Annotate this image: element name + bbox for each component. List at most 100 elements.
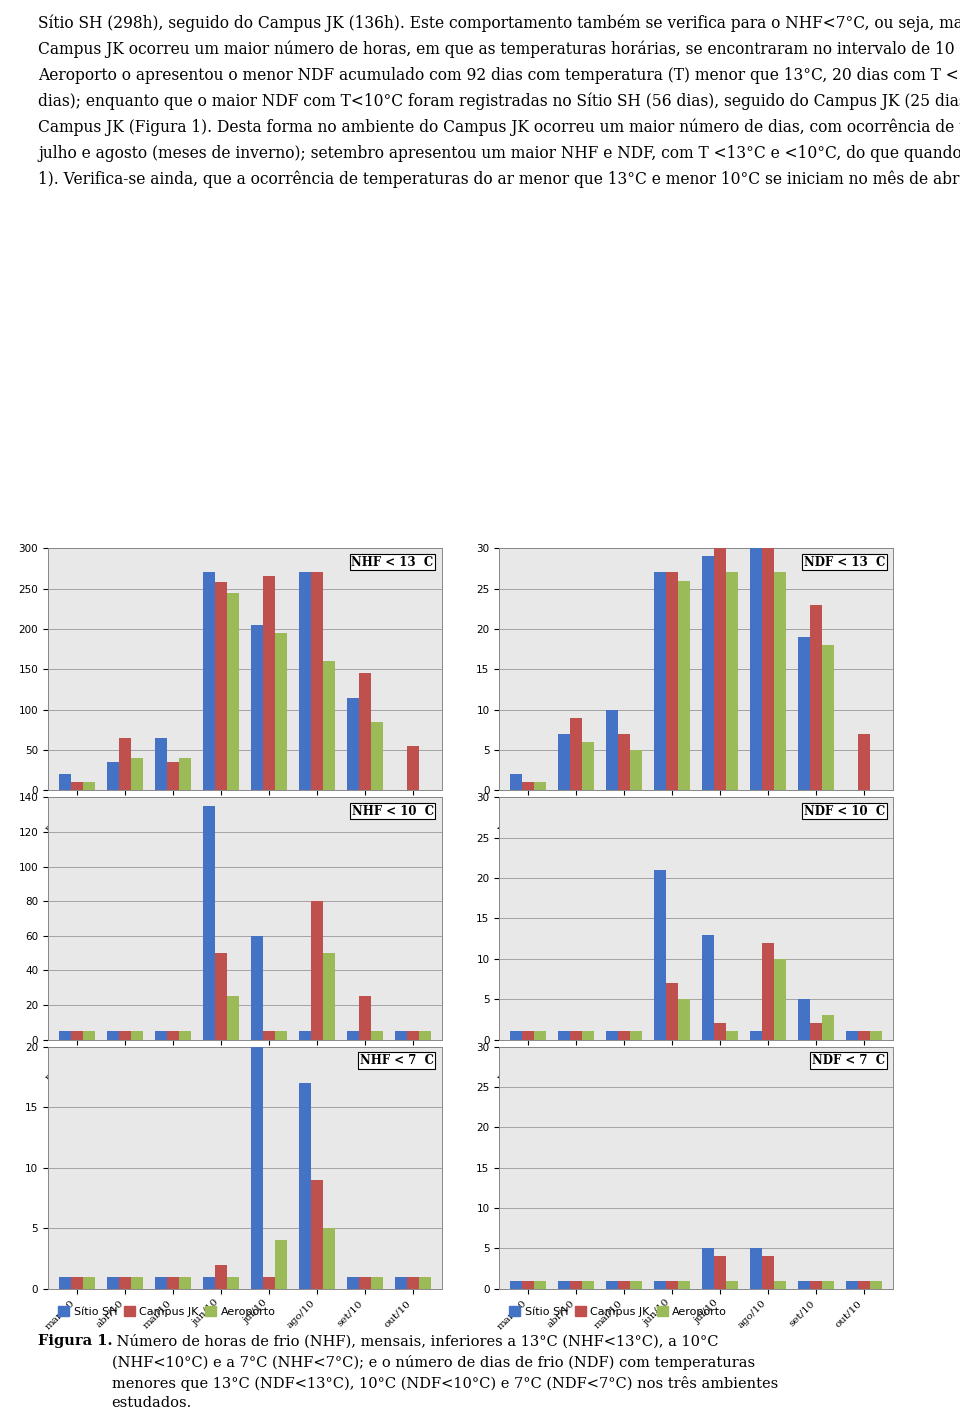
- Legend: Sítio SH, Campus JK, Aeroporto: Sítio SH, Campus JK, Aeroporto: [54, 803, 280, 823]
- Bar: [359, 674, 371, 790]
- Bar: [227, 1276, 239, 1289]
- Bar: [798, 637, 810, 790]
- Bar: [323, 1227, 335, 1289]
- Bar: [227, 592, 239, 790]
- Bar: [107, 762, 119, 790]
- Bar: [263, 1276, 275, 1289]
- Bar: [522, 782, 534, 790]
- Bar: [582, 1280, 594, 1289]
- Bar: [570, 1280, 582, 1289]
- Bar: [323, 661, 335, 790]
- Bar: [582, 742, 594, 790]
- Bar: [347, 698, 359, 790]
- Bar: [750, 1249, 762, 1289]
- Bar: [299, 1031, 311, 1040]
- Bar: [870, 1031, 882, 1040]
- Bar: [251, 936, 263, 1040]
- Bar: [71, 782, 83, 790]
- Bar: [371, 1031, 383, 1040]
- Bar: [858, 733, 870, 790]
- Bar: [263, 1031, 275, 1040]
- Bar: [606, 709, 618, 790]
- Bar: [678, 1000, 690, 1040]
- Bar: [275, 632, 287, 790]
- Bar: [119, 738, 131, 790]
- Bar: [407, 746, 419, 790]
- Bar: [251, 625, 263, 790]
- Bar: [750, 1031, 762, 1040]
- Text: NDF < 10  C: NDF < 10 C: [804, 805, 885, 817]
- Bar: [606, 1031, 618, 1040]
- Bar: [762, 533, 774, 790]
- Bar: [83, 1276, 95, 1289]
- Bar: [774, 958, 786, 1040]
- Bar: [654, 572, 666, 790]
- Text: Número de horas de frio (NHF), mensais, inferiores a 13°C (NHF<13°C), a 10°C
(NH: Número de horas de frio (NHF), mensais, …: [111, 1334, 778, 1410]
- Legend: Sítio SH, Campus JK, Aeroporto: Sítio SH, Campus JK, Aeroporto: [505, 1302, 732, 1321]
- Bar: [155, 738, 167, 790]
- Bar: [522, 1031, 534, 1040]
- Bar: [702, 557, 714, 790]
- Bar: [311, 901, 323, 1040]
- Bar: [395, 1031, 407, 1040]
- Bar: [522, 1280, 534, 1289]
- Bar: [714, 1024, 726, 1040]
- Bar: [558, 1031, 570, 1040]
- Bar: [203, 806, 215, 1040]
- Bar: [822, 645, 834, 790]
- Bar: [822, 1280, 834, 1289]
- Bar: [347, 1031, 359, 1040]
- Bar: [179, 1276, 191, 1289]
- Bar: [510, 1031, 522, 1040]
- Bar: [71, 1031, 83, 1040]
- Bar: [666, 1280, 678, 1289]
- Bar: [798, 1280, 810, 1289]
- Bar: [107, 1276, 119, 1289]
- Bar: [59, 1031, 71, 1040]
- Text: Figura 1.: Figura 1.: [38, 1334, 113, 1349]
- Bar: [798, 1000, 810, 1040]
- Bar: [71, 1276, 83, 1289]
- Bar: [762, 1256, 774, 1289]
- Text: NHF < 10  C: NHF < 10 C: [351, 805, 434, 817]
- Bar: [203, 572, 215, 790]
- Bar: [714, 540, 726, 790]
- Bar: [119, 1031, 131, 1040]
- Legend: Sítio SH, Campus JK, Aeroporto: Sítio SH, Campus JK, Aeroporto: [505, 1052, 732, 1072]
- Bar: [179, 758, 191, 790]
- Bar: [534, 782, 546, 790]
- Bar: [870, 1280, 882, 1289]
- Bar: [83, 1031, 95, 1040]
- Bar: [666, 983, 678, 1040]
- Bar: [215, 953, 227, 1040]
- Bar: [762, 943, 774, 1040]
- Legend: Sítio SH, Campus JK, Aeroporto: Sítio SH, Campus JK, Aeroporto: [54, 1302, 280, 1321]
- Bar: [155, 1276, 167, 1289]
- Bar: [251, 1034, 263, 1289]
- Bar: [275, 1031, 287, 1040]
- Bar: [726, 1280, 738, 1289]
- Bar: [155, 1031, 167, 1040]
- Bar: [510, 775, 522, 790]
- Bar: [846, 1280, 858, 1289]
- Text: NDF < 13  C: NDF < 13 C: [804, 555, 885, 568]
- Bar: [83, 782, 95, 790]
- Bar: [359, 1276, 371, 1289]
- Bar: [59, 775, 71, 790]
- Bar: [618, 733, 630, 790]
- Bar: [666, 572, 678, 790]
- Bar: [558, 733, 570, 790]
- Bar: [311, 572, 323, 790]
- Bar: [299, 572, 311, 790]
- Bar: [654, 1280, 666, 1289]
- Bar: [810, 605, 822, 790]
- Bar: [774, 572, 786, 790]
- Bar: [678, 581, 690, 790]
- Bar: [678, 1280, 690, 1289]
- Bar: [107, 1031, 119, 1040]
- Bar: [858, 1280, 870, 1289]
- Bar: [299, 1082, 311, 1289]
- Bar: [419, 1031, 431, 1040]
- Bar: [570, 1031, 582, 1040]
- Legend: Sítio SH, Campus JK, Aeroporto: Sítio SH, Campus JK, Aeroporto: [54, 1052, 280, 1072]
